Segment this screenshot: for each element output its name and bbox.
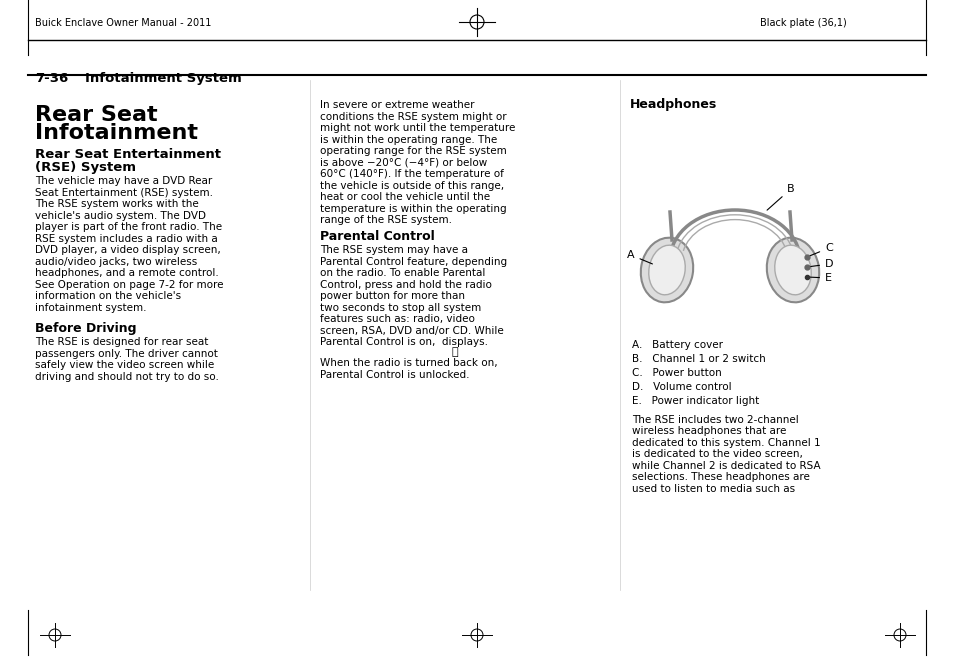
Text: Control, press and hold the radio: Control, press and hold the radio [319, 279, 492, 289]
Text: See Operation on page 7-2 for more: See Operation on page 7-2 for more [35, 279, 223, 289]
Ellipse shape [766, 238, 819, 303]
Text: The RSE includes two 2-channel: The RSE includes two 2-channel [631, 415, 798, 425]
Text: E.   Power indicator light: E. Power indicator light [631, 396, 759, 406]
Text: Parental Control: Parental Control [319, 230, 435, 243]
Text: information on the vehicle's: information on the vehicle's [35, 291, 181, 301]
Text: wireless headphones that are: wireless headphones that are [631, 426, 785, 436]
Text: (RSE) System: (RSE) System [35, 161, 136, 174]
Text: 60°C (140°F). If the temperature of: 60°C (140°F). If the temperature of [319, 169, 503, 179]
Text: player is part of the front radio. The: player is part of the front radio. The [35, 222, 222, 232]
Text: E: E [809, 273, 831, 283]
Text: B.   Channel 1 or 2 switch: B. Channel 1 or 2 switch [631, 354, 765, 364]
Text: selections. These headphones are: selections. These headphones are [631, 472, 809, 482]
Text: vehicle's audio system. The DVD: vehicle's audio system. The DVD [35, 210, 206, 220]
Text: B: B [766, 184, 794, 210]
Text: RSE system includes a radio with a: RSE system includes a radio with a [35, 234, 217, 244]
Text: The vehicle may have a DVD Rear: The vehicle may have a DVD Rear [35, 176, 212, 186]
Text: The RSE is designed for rear seat: The RSE is designed for rear seat [35, 337, 208, 347]
Text: screen, RSA, DVD and/or CD. While: screen, RSA, DVD and/or CD. While [319, 325, 503, 335]
Text: Headphones: Headphones [629, 98, 717, 111]
Text: A.   Battery cover: A. Battery cover [631, 340, 722, 350]
Text: The RSE system may have a: The RSE system may have a [319, 245, 468, 255]
Text: temperature is within the operating: temperature is within the operating [319, 204, 506, 214]
Ellipse shape [640, 238, 693, 303]
Text: passengers only. The driver cannot: passengers only. The driver cannot [35, 349, 217, 359]
Text: used to listen to media such as: used to listen to media such as [631, 484, 794, 494]
Text: Parental Control feature, depending: Parental Control feature, depending [319, 257, 507, 267]
Text: headphones, and a remote control.: headphones, and a remote control. [35, 268, 218, 278]
Text: D.   Volume control: D. Volume control [631, 382, 731, 392]
Text: Infotainment: Infotainment [35, 123, 198, 143]
Text: might not work until the temperature: might not work until the temperature [319, 123, 515, 133]
Text: driving and should not try to do so.: driving and should not try to do so. [35, 371, 218, 381]
Text: power button for more than: power button for more than [319, 291, 464, 301]
Text: Parental Control is unlocked.: Parental Control is unlocked. [319, 369, 469, 379]
Text: infotainment system.: infotainment system. [35, 303, 147, 313]
Text: audio/video jacks, two wireless: audio/video jacks, two wireless [35, 257, 197, 267]
Text: C: C [809, 243, 832, 256]
Text: Rear Seat Entertainment: Rear Seat Entertainment [35, 148, 221, 161]
Text: DVD player, a video display screen,: DVD player, a video display screen, [35, 245, 220, 255]
Text: C.   Power button: C. Power button [631, 368, 721, 378]
Text: Black plate (36,1): Black plate (36,1) [760, 18, 846, 28]
Text: D: D [809, 259, 833, 269]
Text: heat or cool the vehicle until the: heat or cool the vehicle until the [319, 192, 490, 202]
Text: dedicated to this system. Channel 1: dedicated to this system. Channel 1 [631, 438, 820, 448]
Text: The RSE system works with the: The RSE system works with the [35, 199, 198, 209]
Text: In severe or extreme weather: In severe or extreme weather [319, 100, 474, 110]
Text: Parental Control is on,  displays.: Parental Control is on, displays. [319, 337, 488, 347]
Text: two seconds to stop all system: two seconds to stop all system [319, 303, 480, 313]
Text: Before Driving: Before Driving [35, 322, 136, 335]
Text: safely view the video screen while: safely view the video screen while [35, 360, 214, 370]
Text: 7-36: 7-36 [35, 72, 69, 85]
Text: on the radio. To enable Parental: on the radio. To enable Parental [319, 268, 485, 278]
Text: ⚿: ⚿ [452, 347, 458, 357]
Text: features such as: radio, video: features such as: radio, video [319, 314, 475, 324]
Ellipse shape [774, 245, 810, 295]
Text: is within the operating range. The: is within the operating range. The [319, 134, 497, 144]
Text: while Channel 2 is dedicated to RSA: while Channel 2 is dedicated to RSA [631, 461, 820, 471]
Text: is above −20°C (−4°F) or below: is above −20°C (−4°F) or below [319, 158, 487, 168]
Text: is dedicated to the video screen,: is dedicated to the video screen, [631, 450, 802, 460]
Text: Rear Seat: Rear Seat [35, 105, 157, 125]
Ellipse shape [648, 245, 684, 295]
Text: Buick Enclave Owner Manual - 2011: Buick Enclave Owner Manual - 2011 [35, 18, 212, 28]
Text: When the radio is turned back on,: When the radio is turned back on, [319, 358, 497, 368]
Text: range of the RSE system.: range of the RSE system. [319, 215, 452, 225]
Text: conditions the RSE system might or: conditions the RSE system might or [319, 112, 506, 122]
Text: Infotainment System: Infotainment System [85, 72, 241, 85]
Text: A: A [626, 250, 652, 264]
Text: Seat Entertainment (RSE) system.: Seat Entertainment (RSE) system. [35, 188, 213, 198]
Text: the vehicle is outside of this range,: the vehicle is outside of this range, [319, 180, 503, 190]
Text: operating range for the RSE system: operating range for the RSE system [319, 146, 506, 156]
